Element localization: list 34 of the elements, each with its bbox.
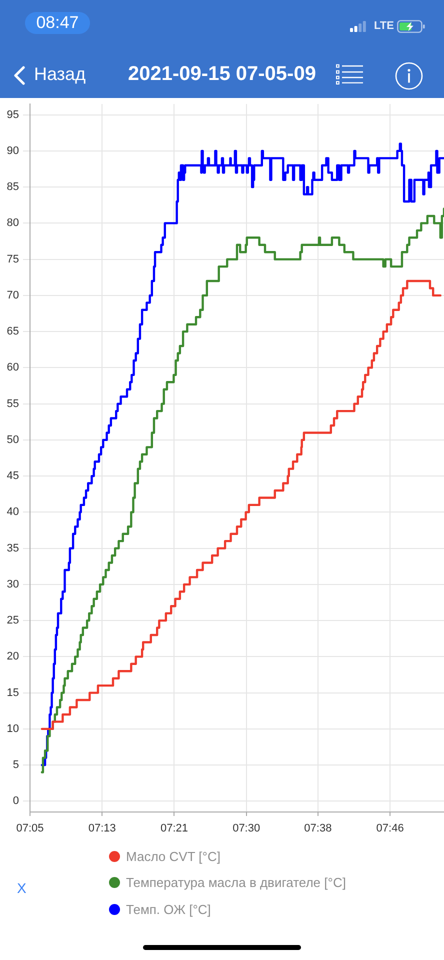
text: Назад [34, 64, 86, 85]
y-tick-label: 80 [6, 217, 19, 230]
y-tick-label: 55 [6, 398, 19, 410]
y-tick-label: 85 [6, 181, 19, 194]
y-tick-label: 65 [6, 326, 19, 338]
x-tick-label: 07:21 [160, 822, 188, 835]
y-tick-label: 15 [6, 686, 19, 699]
x-tick-label: 07:05 [16, 822, 44, 835]
y-tick-label: 25 [6, 614, 19, 627]
y-tick-label: 40 [6, 506, 19, 518]
y-tick-label: 0 [12, 795, 19, 808]
legend-label: Температура масла в двигателе [°C] [126, 875, 346, 890]
text: X [17, 880, 26, 896]
text: 08:47 [36, 13, 79, 32]
y-tick-label: 95 [6, 108, 19, 121]
x-tick-label: 07:46 [376, 822, 404, 835]
y-tick-label: 5 [12, 759, 19, 772]
y-tick-label: 60 [6, 362, 19, 374]
x-tick-label: 07:30 [232, 822, 260, 835]
legend-label: Темп. ОЖ [°C] [126, 902, 211, 917]
x-tick-label: 07:13 [88, 822, 116, 835]
x-tick-label: 07:38 [304, 822, 332, 835]
y-tick-label: 20 [6, 650, 19, 663]
text: LTE [374, 20, 394, 33]
y-tick-label: 50 [6, 434, 19, 446]
y-tick-label: 75 [6, 253, 19, 266]
y-tick-label: 70 [6, 289, 19, 302]
chart-title: 2021-09-15 07-05-09 [128, 63, 316, 85]
y-tick-label: 30 [6, 578, 19, 590]
y-tick-label: 10 [6, 722, 19, 735]
legend-label: Масло CVT [°C] [126, 848, 220, 864]
y-tick-label: 35 [6, 542, 19, 554]
y-tick-label: 90 [6, 144, 19, 157]
y-tick-label: 45 [6, 470, 19, 482]
